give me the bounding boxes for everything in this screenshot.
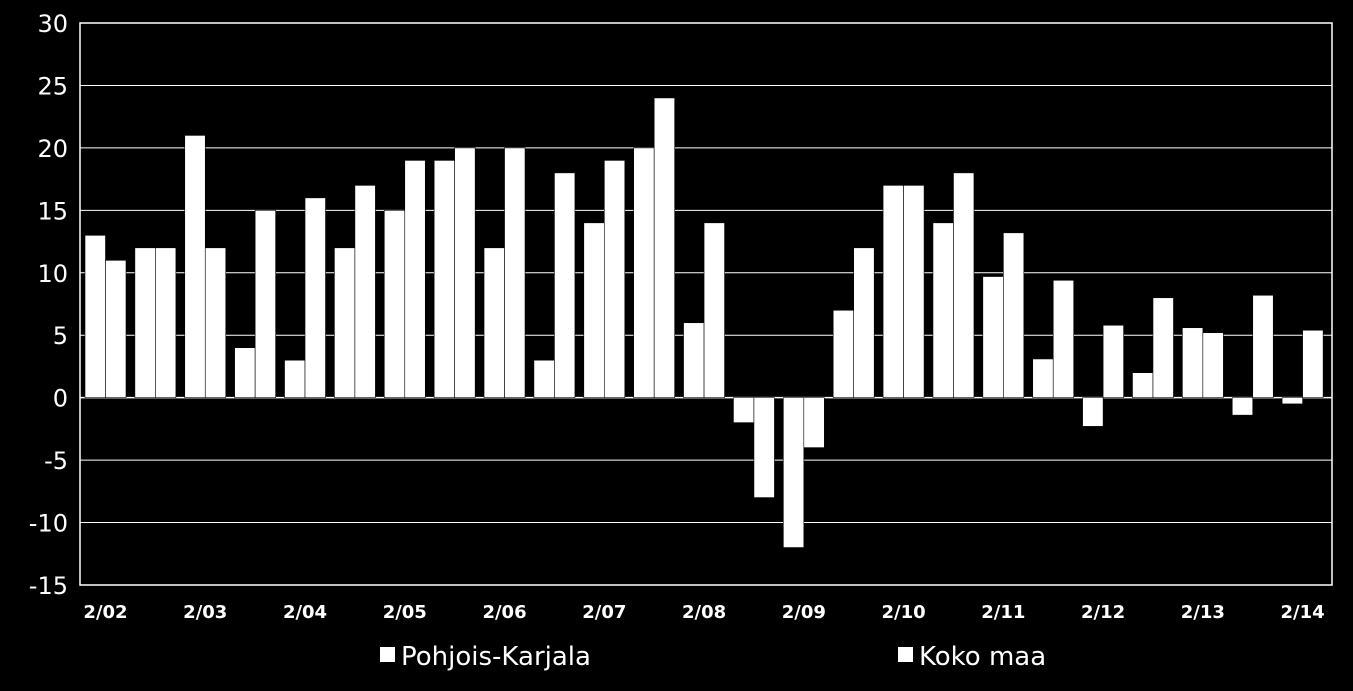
x-tick-label: 2/04 bbox=[283, 602, 327, 623]
bar-koko-maa bbox=[254, 210, 276, 398]
legend-label: Koko maa bbox=[919, 642, 1046, 672]
bar-koko-maa bbox=[1003, 232, 1025, 398]
bar-koko-maa bbox=[1302, 329, 1324, 398]
bar-koko-maa bbox=[1152, 297, 1174, 398]
bar-pohjois-karjala bbox=[1132, 372, 1154, 398]
x-axis-ticks: 2/02 2/03 2/04 2/05 2/06 2/07 2/08 2/09 2/10 2/11… bbox=[83, 602, 1324, 623]
x-tick-label: 2/10 bbox=[882, 602, 926, 623]
bar-koko-maa bbox=[903, 185, 925, 398]
bar-pohjois-karjala bbox=[134, 247, 156, 398]
y-tick-label: 20 bbox=[37, 135, 68, 163]
bar-pohjois-karjala bbox=[882, 185, 904, 398]
bar-koko-maa bbox=[703, 222, 725, 398]
x-tick-label: 2/13 bbox=[1181, 602, 1225, 623]
bar-pohjois-karjala bbox=[733, 397, 755, 423]
bar-koko-maa bbox=[204, 247, 227, 398]
bar-koko-maa bbox=[304, 197, 326, 398]
y-tick-label: 25 bbox=[37, 72, 68, 100]
bar-pohjois-karjala bbox=[1281, 397, 1303, 405]
bar-pohjois-karjala bbox=[334, 247, 356, 398]
bar-pohjois-karjala bbox=[683, 322, 705, 398]
bar-pohjois-karjala bbox=[783, 397, 805, 548]
x-tick-label: 2/02 bbox=[83, 602, 127, 623]
bar-koko-maa bbox=[753, 397, 775, 498]
x-tick-label: 2/12 bbox=[1081, 602, 1125, 623]
x-tick-label: 2/09 bbox=[782, 602, 826, 623]
y-tick-label: 0 bbox=[53, 385, 68, 413]
bar-pohjois-karjala bbox=[284, 359, 306, 398]
bar-pohjois-karjala bbox=[832, 309, 855, 398]
bar-koko-maa bbox=[105, 259, 127, 398]
bar-pohjois-karjala bbox=[184, 135, 206, 398]
bar-koko-maa bbox=[1102, 324, 1124, 398]
bar-koko-maa bbox=[1052, 279, 1075, 398]
bar-pohjois-karjala bbox=[533, 359, 555, 398]
bar-pohjois-karjala bbox=[84, 235, 106, 398]
legend-label: Pohjois-Karjala bbox=[401, 642, 591, 672]
bar-pohjois-karjala bbox=[383, 210, 406, 398]
bar-koko-maa bbox=[853, 247, 875, 398]
y-tick-label: 5 bbox=[53, 322, 68, 350]
y-tick-label: 30 bbox=[37, 10, 68, 38]
bar-pohjois-karjala bbox=[1082, 397, 1104, 427]
bar-koko-maa bbox=[1252, 294, 1274, 398]
bar-koko-maa bbox=[354, 185, 376, 398]
y-tick-label: -10 bbox=[29, 510, 68, 538]
bar-pohjois-karjala bbox=[633, 147, 655, 398]
legend-swatch bbox=[898, 647, 913, 662]
bar-koko-maa bbox=[454, 147, 476, 398]
x-tick-label: 2/14 bbox=[1281, 602, 1325, 623]
bar-koko-maa bbox=[1202, 332, 1224, 398]
bar-koko-maa bbox=[653, 97, 675, 398]
x-tick-label: 2/06 bbox=[482, 602, 526, 623]
bar-koko-maa bbox=[554, 172, 576, 398]
y-axis-ticks: 30 25 20 15 10 5 0 -5 -10 -15 bbox=[29, 10, 68, 600]
bar-pohjois-karjala bbox=[1182, 327, 1204, 398]
bar-koko-maa bbox=[603, 160, 626, 398]
bar-pohjois-karjala bbox=[583, 222, 605, 398]
legend: Pohjois-Karjala Koko maa bbox=[380, 642, 1046, 672]
bar-pohjois-karjala bbox=[932, 222, 954, 398]
bar-pohjois-karjala bbox=[234, 347, 256, 398]
bar-koko-maa bbox=[953, 172, 975, 398]
bar-koko-maa bbox=[504, 147, 526, 398]
bar-koko-maa bbox=[803, 397, 825, 448]
y-tick-label: -15 bbox=[29, 572, 68, 600]
x-tick-label: 2/07 bbox=[582, 602, 626, 623]
y-tick-label: 10 bbox=[37, 260, 68, 288]
x-tick-label: 2/08 bbox=[682, 602, 726, 623]
bar-pohjois-karjala bbox=[433, 160, 455, 398]
bar-koko-maa bbox=[155, 247, 177, 398]
x-tick-label: 2/11 bbox=[981, 602, 1025, 623]
bar-pohjois-karjala bbox=[982, 276, 1004, 398]
y-tick-label: 15 bbox=[37, 197, 68, 225]
bars bbox=[84, 97, 1324, 548]
bar-pohjois-karjala bbox=[483, 247, 505, 398]
bar-pohjois-karjala bbox=[1231, 397, 1254, 416]
y-tick-label: -5 bbox=[44, 447, 68, 475]
legend-swatch bbox=[380, 647, 395, 662]
bar-pohjois-karjala bbox=[1032, 358, 1054, 398]
x-tick-label: 2/03 bbox=[183, 602, 227, 623]
bar-koko-maa bbox=[404, 160, 426, 398]
x-tick-label: 2/05 bbox=[383, 602, 427, 623]
